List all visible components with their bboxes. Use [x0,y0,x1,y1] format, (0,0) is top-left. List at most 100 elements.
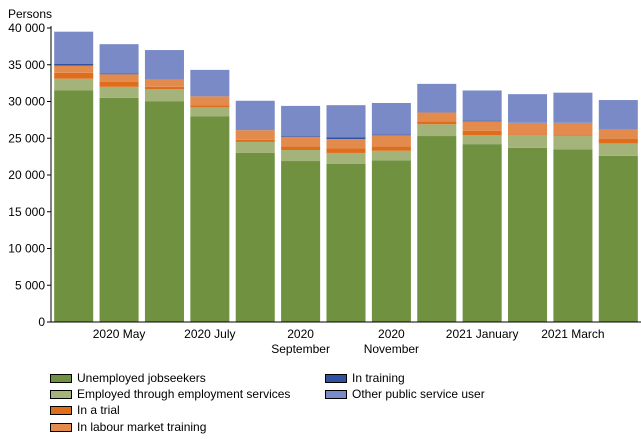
bar-segment [190,116,230,322]
bar-segment [144,86,184,90]
x-tick-label: 2020 September [271,327,330,356]
legend-item: In labour market training [50,419,206,435]
bar-segment [553,135,593,137]
y-axis: 0 5 000 10 000 15 000 20 000 25 000 30 000 35 0… [8,21,52,329]
bar-segment [553,92,593,123]
bar-segment [235,152,275,322]
x-tick-label: 2020 May [93,327,146,341]
bar-segment [417,124,457,137]
bar-segment [326,138,366,149]
bar-segment [190,69,230,97]
bar-segment [553,136,593,150]
bar-segment [54,65,94,73]
bar-segment [326,148,366,153]
y-tick-label: 30 000 [8,95,45,109]
y-tick-label: 40 000 [8,21,45,35]
bar-segment [190,96,230,106]
legend-label: In training [352,371,405,385]
y-axis-title: Persons [8,7,52,21]
y-tick-label: 35 000 [8,58,45,72]
y-tick-label: 10 000 [8,242,45,256]
y-tick-label: 0 [38,315,45,329]
bar-segment [326,163,366,322]
bar-segment [462,90,502,121]
bar-segment [54,64,94,66]
x-axis: 2020 May 2020 July 2020 September 2020 Novemb… [51,321,641,356]
bar-segment [190,105,230,108]
bar-segment [99,86,139,98]
bar-segment [54,90,94,322]
bar-segment [144,50,184,80]
bar-segment [281,136,321,147]
bar-segment [99,44,139,74]
bar-segment [462,130,502,136]
bar-segment [54,31,94,65]
legend-swatch [325,373,347,383]
bar-segment [371,135,411,147]
legend-item: In training [325,370,405,386]
bar-segment [281,136,321,137]
bar-segment [235,139,275,142]
bars [54,31,638,322]
legend-item: Other public service user [325,386,485,402]
bar-segment [598,100,638,130]
bar-segment [326,152,366,164]
bar-segment [99,81,139,87]
bar-segment [508,147,548,322]
legend-swatch [50,373,72,383]
legend: Unemployed jobseekers Employed through em… [50,370,610,436]
legend-item: In a trial [50,402,120,418]
legend-label: In labour market training [77,420,207,434]
bar-segment [281,150,321,162]
bar-segment [371,102,411,135]
bar-segment [508,135,548,148]
bar-segment [553,149,593,322]
x-tick-label: 2021 January [446,327,519,341]
bar-segment [508,134,548,136]
bar-segment [508,122,548,135]
bar-segment [371,160,411,322]
x-tick-label: 2020 July [184,327,235,341]
bar-segment [598,138,638,144]
legend-label: Unemployed jobseekers [77,371,206,385]
bar-segment [326,105,366,138]
bar-segment [553,122,593,136]
bar-segment [281,161,321,322]
legend-swatch [50,405,72,415]
y-tick-label: 5 000 [15,278,45,292]
legend-item: Unemployed jobseekers [50,370,206,386]
bar-segment [417,112,457,122]
bar-segment [281,146,321,151]
stacked-bar-chart: Persons 0 5 000 10 000 15 000 20 000 25 000 30… [8,7,641,356]
y-tick-label: 15 000 [8,205,45,219]
legend-label: Employed through employment services [77,387,291,401]
bar-segment [144,79,184,87]
bar-segment [190,107,230,117]
x-tick-label: 2020 November [364,327,419,356]
bar-segment [99,97,139,322]
bar-segment [99,73,139,75]
bar-segment [235,130,275,140]
legend-item: Employed through employment services [50,386,290,402]
bar-segment [54,72,94,79]
bar-segment [462,135,502,145]
y-tick-label: 25 000 [8,131,45,145]
bar-segment [235,100,275,131]
bar-segment [462,144,502,322]
bar-segment [371,150,411,161]
bar-segment [417,136,457,322]
bar-segment [371,146,411,151]
bar-segment [462,121,502,131]
legend-label: Other public service user [352,387,485,401]
bar-segment [371,134,411,136]
bar-segment [235,141,275,153]
y-tick-label: 20 000 [8,168,45,182]
bar-segment [417,121,457,125]
bar-segment [281,105,321,137]
bar-segment [99,74,139,82]
x-tick-label: 2021 March [541,327,604,341]
legend-label: In a trial [77,403,120,417]
bar-segment [54,78,94,91]
legend-swatch [50,389,72,399]
bar-segment [508,94,548,123]
